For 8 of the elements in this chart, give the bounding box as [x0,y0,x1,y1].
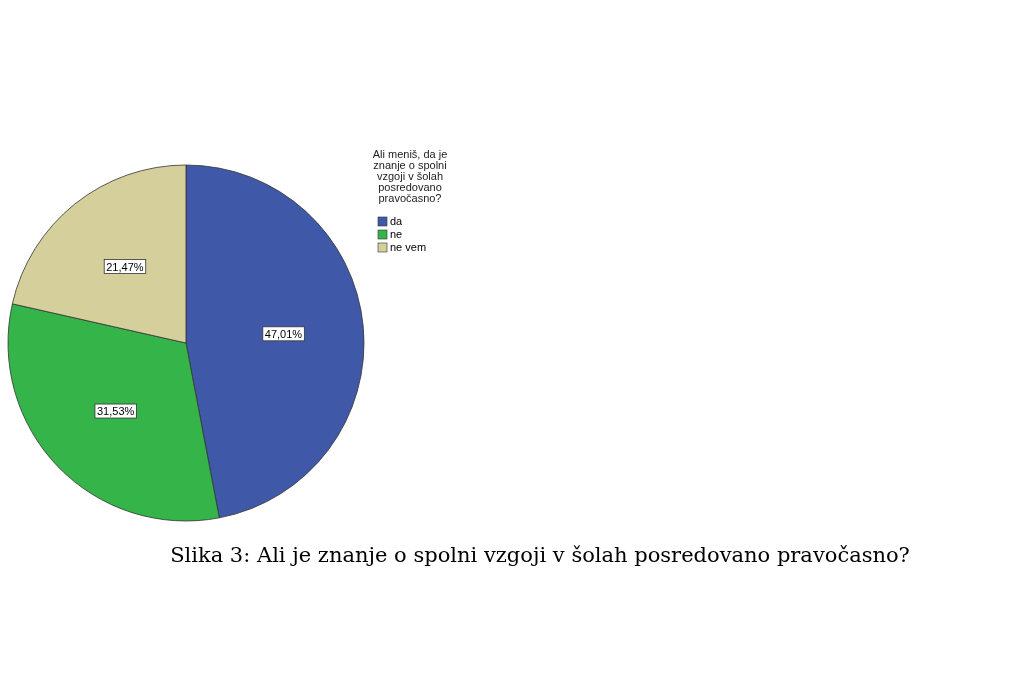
data-label: 21,47% [106,260,144,273]
legend-label: ne [390,228,403,240]
data-label: 47,01% [264,327,303,340]
legend-label: ne vem [390,241,427,253]
legend-label: da [390,215,404,227]
text: Slika 3: Ali je znanje o spolni vzgoji v šolah posredovano pravočasno? [170,543,910,567]
legend-title: Ali meniš, da je znanje o spolni vzgoji v šolah posredovano pravočasno? [372,148,448,204]
data-label: 31,53% [96,405,135,418]
